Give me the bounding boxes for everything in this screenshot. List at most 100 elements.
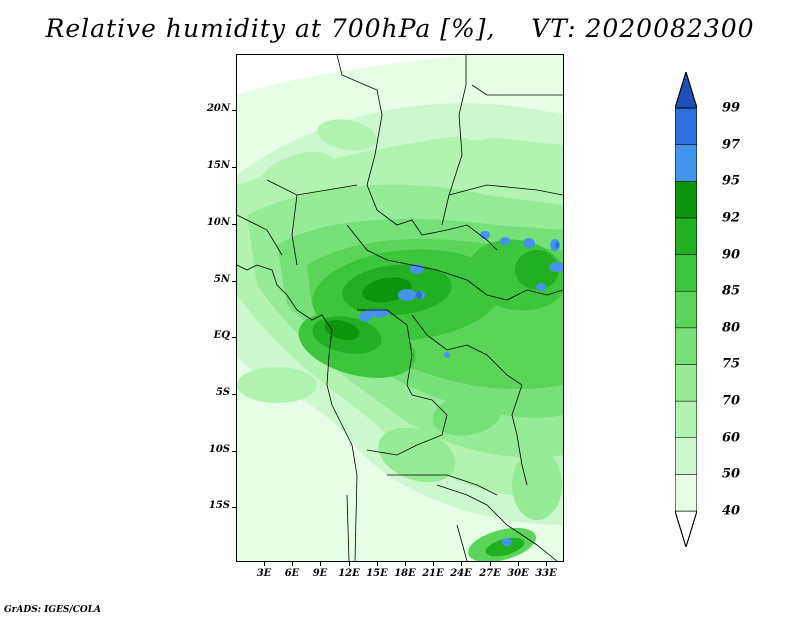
border-line: [237, 214, 283, 256]
border-line: [336, 55, 383, 211]
colorbar-label-80: 80: [722, 320, 741, 336]
lat-tick: [232, 110, 236, 111]
colorbar-label-70: 70: [722, 393, 741, 409]
lon-label-24e: 24E: [450, 568, 472, 579]
colorbar-label-99: 99: [722, 100, 741, 116]
colorbar-bin-80: [675, 290, 697, 329]
border-line: [411, 314, 523, 386]
border-line: [366, 394, 448, 456]
humidity-zone-95-97: [536, 283, 546, 291]
humidity-zone-95-97: [502, 538, 512, 546]
lon-tick: [518, 562, 519, 566]
lon-label-9e: 9E: [312, 568, 328, 579]
border-line: [291, 194, 298, 266]
border-line: [511, 384, 528, 486]
lat-label-10s: 10S: [208, 444, 230, 455]
colorbar-bin-gt99: [675, 72, 697, 109]
humidity-zone-90-92: [515, 250, 559, 290]
colorbar-bin-97: [675, 107, 697, 145]
lat-label-5s: 5S: [215, 387, 230, 398]
humidity-contour: [317, 119, 377, 151]
border-line: [448, 184, 563, 196]
humidity-zone-95-97: [523, 238, 535, 248]
border-line: [346, 494, 350, 561]
humidity-zone-92-95: [324, 320, 360, 340]
border-line: [441, 194, 450, 226]
border-line: [436, 484, 558, 561]
map-title: Relative humidity at 700hPa [%], VT: 202…: [0, 14, 800, 43]
lat-tick: [232, 451, 236, 452]
humidity-contour: [378, 427, 456, 483]
lon-tick: [320, 562, 321, 566]
border-line: [387, 474, 498, 496]
colorbar-label-90: 90: [722, 247, 741, 263]
border-line: [346, 224, 508, 301]
lon-label-12e: 12E: [338, 568, 360, 579]
lon-tick: [433, 562, 434, 566]
colorbar-bin-95: [675, 144, 697, 182]
lon-tick: [377, 562, 378, 566]
humidity-contour: [485, 537, 525, 557]
colorbar-bin-75: [675, 327, 697, 365]
lat-tick: [232, 337, 236, 338]
colorbar-bin-40: [675, 474, 697, 512]
lat-tick: [232, 507, 236, 508]
border-line: [448, 55, 467, 196]
humidity-contour: [452, 110, 502, 140]
colorbar-bin-70: [675, 364, 697, 402]
lat-label-15s: 15S: [208, 500, 230, 511]
colorbar: [675, 72, 697, 547]
humidity-zone-95-97: [398, 289, 416, 301]
colorbar-bin-92: [675, 181, 697, 219]
colorbar-label-40: 40: [722, 503, 741, 519]
humidity-zone-95-97: [480, 231, 490, 239]
colorbar-label-75: 75: [722, 356, 741, 372]
lon-label-33e: 33E: [535, 568, 557, 579]
border-line: [376, 209, 498, 251]
title-variable: Relative humidity at 700hPa [%],: [45, 14, 496, 43]
border-line: [506, 289, 563, 301]
lon-label-21e: 21E: [422, 568, 444, 579]
humidity-field: [237, 55, 563, 561]
colorbar-label-85: 85: [722, 283, 741, 299]
humidity-contour: [512, 450, 562, 520]
border-line: [357, 309, 413, 396]
humidity-zone-95-97: [549, 262, 563, 272]
lat-tick: [232, 167, 236, 168]
lat-label-eq: EQ: [213, 330, 230, 341]
lon-tick: [546, 562, 547, 566]
colorbar-label-97: 97: [722, 137, 741, 153]
humidity-contour: [237, 367, 317, 403]
colorbar-bin-lt40: [675, 510, 697, 547]
map-panel: [236, 54, 564, 562]
lat-label-15n: 15N: [206, 160, 230, 171]
humidity-zone-95-97: [359, 312, 371, 322]
lat-tick: [232, 281, 236, 282]
humidity-contour: [432, 394, 502, 436]
lon-label-3e: 3E: [256, 568, 272, 579]
colorbar-label-50: 50: [722, 466, 741, 482]
lon-tick: [292, 562, 293, 566]
lon-label-15e: 15E: [366, 568, 388, 579]
lon-label-30e: 30E: [507, 568, 529, 579]
lon-tick: [490, 562, 491, 566]
lat-tick: [232, 224, 236, 225]
colorbar-bin-85: [675, 254, 697, 292]
lon-tick: [349, 562, 350, 566]
humidity-contour: [258, 151, 336, 199]
colorbar-bin-60: [675, 400, 697, 438]
humidity-zone-95-97: [500, 237, 510, 245]
lon-tick: [461, 562, 462, 566]
grads-credit: GrADS: IGES/COLA: [4, 605, 102, 615]
title-valid-time: VT: 2020082300: [531, 14, 755, 43]
lon-label-18e: 18E: [394, 568, 416, 579]
lat-label-10n: 10N: [206, 217, 230, 228]
lon-tick: [405, 562, 406, 566]
lat-label-20n: 20N: [206, 103, 230, 114]
lat-tick: [232, 394, 236, 395]
humidity-zone-95-97: [376, 312, 384, 318]
lon-tick: [264, 562, 265, 566]
border-line: [237, 264, 358, 561]
colorbar-label-92: 92: [722, 210, 741, 226]
colorbar-label-60: 60: [722, 430, 741, 446]
